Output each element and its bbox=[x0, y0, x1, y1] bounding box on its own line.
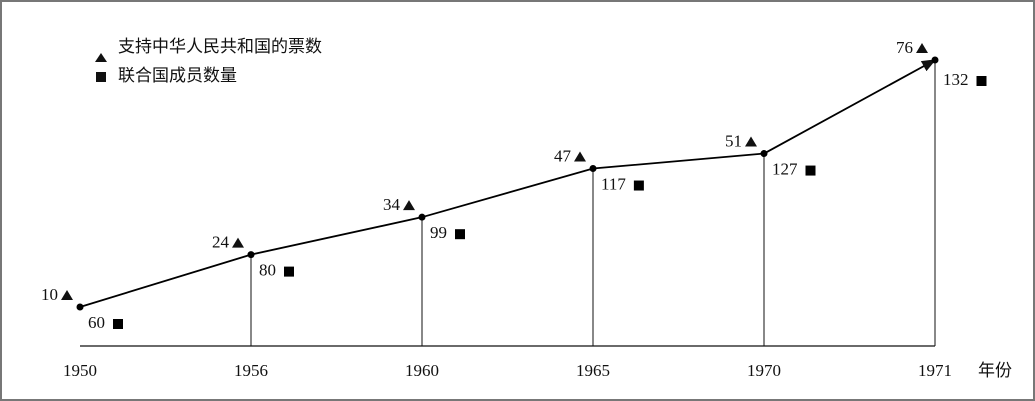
point bbox=[247, 251, 255, 259]
vote-label: 51 bbox=[725, 131, 742, 150]
x-tick-label: 1950 bbox=[63, 361, 97, 380]
member-label: 127 bbox=[772, 159, 798, 178]
member-label: 132 bbox=[943, 70, 969, 89]
vote-triangle bbox=[745, 136, 757, 147]
x-tick-label: 1970 bbox=[747, 361, 781, 380]
x-tick-label: 1971 bbox=[918, 361, 952, 380]
x-tick-label: 1960 bbox=[405, 361, 439, 380]
member-square bbox=[976, 76, 987, 86]
x-tick-label: 1965 bbox=[576, 361, 610, 380]
legend-label: 支持中华人民共和国的票数 bbox=[118, 37, 322, 56]
vote-triangle bbox=[574, 151, 586, 162]
member-label: 99 bbox=[430, 223, 447, 242]
point bbox=[418, 213, 426, 221]
point bbox=[76, 303, 84, 311]
legend-triangle bbox=[95, 53, 107, 62]
vote-triangle bbox=[232, 237, 244, 248]
vote-label: 10 bbox=[41, 285, 58, 304]
member-label: 117 bbox=[601, 174, 626, 193]
vote-label: 34 bbox=[383, 195, 401, 214]
vote-line bbox=[79, 59, 937, 308]
vote-triangle bbox=[916, 43, 928, 53]
point bbox=[589, 165, 597, 173]
member-label: 80 bbox=[259, 261, 276, 280]
member-label: 60 bbox=[88, 313, 105, 332]
legend-label: 联合国成员数量 bbox=[118, 66, 237, 85]
point bbox=[931, 56, 939, 64]
vote-label: 24 bbox=[212, 233, 230, 252]
x-tick-label: 1956 bbox=[234, 361, 268, 380]
member-square bbox=[455, 229, 465, 240]
vote-label: 47 bbox=[554, 146, 572, 165]
member-square bbox=[113, 319, 123, 329]
legend-square bbox=[96, 72, 106, 82]
member-square bbox=[633, 180, 644, 191]
vote-triangle bbox=[403, 200, 415, 211]
point bbox=[760, 150, 768, 158]
vote-triangle bbox=[61, 290, 73, 300]
member-square bbox=[284, 266, 294, 277]
vote-label: 76 bbox=[896, 38, 913, 57]
x-axis-label: 年份 bbox=[978, 361, 1012, 380]
member-square bbox=[805, 165, 816, 176]
